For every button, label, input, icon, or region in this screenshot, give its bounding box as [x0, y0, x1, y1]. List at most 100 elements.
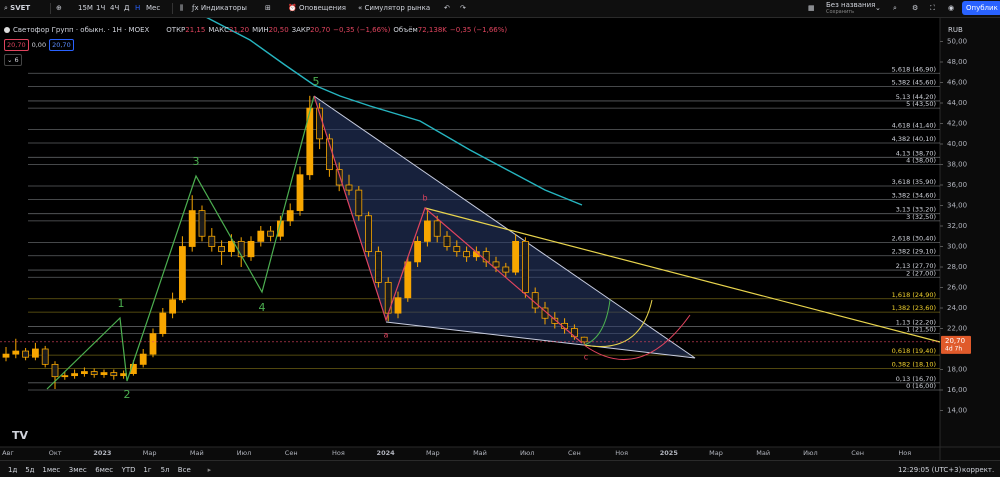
- candle-body: [404, 261, 412, 299]
- undo[interactable]: ↶: [444, 4, 450, 12]
- fib-label: 2,618 (30,40): [892, 234, 936, 242]
- icon[interactable]: ◉: [948, 4, 955, 12]
- volume-label: Объём: [393, 25, 418, 34]
- legend-row: ⌄ 6: [4, 52, 507, 67]
- candle-body: [423, 220, 431, 242]
- range-button[interactable]: 1г: [143, 466, 152, 474]
- indicators-collapsed[interactable]: ⌄ 6: [4, 53, 22, 66]
- fib-label: 1 (21,50): [906, 326, 936, 334]
- time-tick-label: Июл: [803, 449, 818, 457]
- layout-icon[interactable]: ▦: [808, 4, 815, 12]
- adjust[interactable]: коррект.: [962, 466, 995, 474]
- candle-body: [286, 210, 294, 222]
- indicators-count: 6: [14, 55, 19, 64]
- candle-body: [218, 246, 226, 253]
- range-button[interactable]: YTD: [121, 466, 136, 474]
- price-tick-label: 50,00: [947, 38, 967, 46]
- candle-body: [551, 317, 559, 324]
- wave-label: 1: [118, 297, 125, 310]
- symbol-search[interactable]: ⌕ SVET: [4, 4, 31, 12]
- candle-body: [198, 210, 206, 237]
- candle-body: [463, 251, 471, 258]
- price-tick-label: 38,00: [947, 161, 967, 169]
- wave-impulse: [46, 95, 315, 390]
- fib-label: 0,382 (18,10): [892, 360, 936, 368]
- alerts[interactable]: ⏰ Оповещения: [288, 4, 346, 12]
- price-tick-label: 26,00: [947, 284, 967, 292]
- wave-label: 4: [259, 301, 266, 314]
- replay[interactable]: « Симулятор рынка: [358, 4, 431, 12]
- buy-price[interactable]: 20,70: [49, 38, 74, 51]
- arrow-path: [583, 314, 691, 360]
- candle-body: [71, 373, 78, 377]
- candle-body: [159, 312, 167, 335]
- calendar[interactable]: ▸: [207, 466, 212, 474]
- fib-label: 4 (38,00): [906, 157, 936, 165]
- ohlc-change: −0,35 (−1,66%): [333, 25, 391, 34]
- candle-body: [32, 348, 39, 358]
- wave-label: 3: [193, 155, 200, 168]
- time-tick-label: Ноя: [898, 449, 911, 457]
- fib-label: 2 (27,00): [906, 269, 936, 277]
- range-button[interactable]: 3мес: [68, 466, 87, 474]
- ohlc-label: МИН: [252, 25, 269, 34]
- price-tick-label: 48,00: [947, 58, 967, 66]
- fib-label: 5,13 (44,20): [896, 93, 936, 101]
- range-button[interactable]: 5д: [25, 466, 35, 474]
- candle-body: [512, 240, 519, 273]
- legend-title: Светофор Групп · обыкн. · 1Н · MOEX: [13, 25, 150, 34]
- fib-label: 4,382 (40,10): [892, 135, 936, 143]
- icon[interactable]: ⚙: [912, 4, 919, 12]
- fib-label: 5,382 (45,60): [892, 79, 936, 87]
- time-tick-label: Мар: [426, 449, 440, 457]
- ohlc-value: 21,20: [229, 25, 250, 34]
- icon[interactable]: ⛶: [930, 4, 935, 12]
- time-tick-label: Май: [190, 449, 204, 457]
- range-button[interactable]: Все: [177, 466, 191, 474]
- interval[interactable]: Мес: [146, 4, 161, 12]
- interval[interactable]: 15М: [78, 4, 93, 12]
- layout-name[interactable]: Без названия: [826, 1, 876, 9]
- wave-label: 5: [313, 75, 320, 88]
- layout-status: Сохранить: [826, 9, 855, 15]
- interval-active[interactable]: Н: [135, 4, 141, 12]
- price-tick-label: 18,00: [947, 366, 967, 374]
- candle-body: [365, 215, 373, 253]
- chart-type[interactable]: ⫼: [180, 4, 184, 12]
- arrow-path: [583, 299, 653, 347]
- range-button[interactable]: 1д: [8, 466, 18, 474]
- fib-label: 5,618 (46,90): [892, 65, 936, 73]
- layouts[interactable]: ⊞: [265, 4, 271, 12]
- currency[interactable]: RUB: [948, 26, 963, 34]
- legend-row: Светофор Групп · обыкн. · 1Н · MOEX ОТКР…: [4, 22, 507, 37]
- price-tick-label: 46,00: [947, 79, 967, 87]
- fib-label: 3,382 (34,60): [892, 191, 936, 199]
- triangle-edge: [313, 95, 696, 359]
- price-tick-label: 40,00: [947, 140, 967, 148]
- sell-price[interactable]: 20,70: [4, 38, 29, 51]
- time-tick-label: Сен: [285, 449, 298, 457]
- price-tick-label: 42,00: [947, 120, 967, 128]
- ohlc-label: ЗАКР: [291, 25, 311, 34]
- candle-body: [100, 372, 108, 376]
- interval[interactable]: Д: [124, 4, 130, 12]
- indicators[interactable]: ƒx Индикаторы: [192, 4, 247, 12]
- icon[interactable]: ⌕: [893, 4, 897, 12]
- range-button[interactable]: 1мес: [42, 466, 61, 474]
- range-button[interactable]: 6мес: [95, 466, 114, 474]
- add-symbol[interactable]: ⊕: [56, 4, 62, 12]
- icon[interactable]: ⌄: [875, 4, 881, 12]
- interval[interactable]: 4Ч: [110, 4, 120, 12]
- range-button[interactable]: 5л: [160, 466, 170, 474]
- redo[interactable]: ↷: [460, 4, 466, 12]
- publish-button[interactable]: Опублик: [962, 1, 1000, 15]
- axis-group: 50,0048,0046,0044,0042,0040,0038,0036,00…: [0, 38, 971, 457]
- time-tick-label: Июл: [520, 449, 535, 457]
- time-tick-label: Мар: [143, 449, 157, 457]
- fib-label: 0,618 (19,40): [892, 347, 936, 355]
- spread: 0,00: [31, 40, 47, 49]
- time-tick-label: Май: [473, 449, 487, 457]
- interval[interactable]: 1Ч: [96, 4, 106, 12]
- candle-body: [227, 240, 235, 253]
